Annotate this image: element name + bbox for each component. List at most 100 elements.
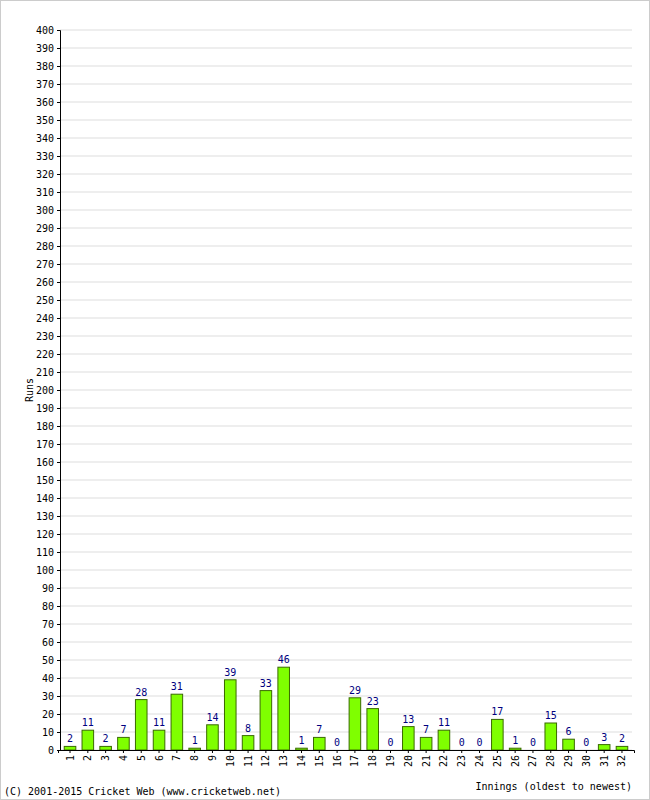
grid-line — [60, 444, 632, 445]
x-tick-mark — [176, 750, 177, 753]
bar — [296, 748, 308, 750]
y-tick-mark — [57, 264, 60, 265]
y-tick-label: 380 — [36, 61, 54, 72]
y-tick-label: 130 — [36, 511, 54, 522]
x-tick-mark — [372, 750, 373, 753]
x-tick: 13 — [278, 750, 289, 767]
x-tick-mark — [621, 750, 622, 753]
x-tick: 3 — [100, 750, 111, 761]
bar — [331, 750, 343, 751]
data-label: 0 — [530, 737, 536, 748]
bar — [456, 750, 468, 751]
data-label: 29 — [349, 685, 361, 696]
y-tick-label: 220 — [36, 349, 54, 360]
grid-line — [60, 318, 632, 319]
bar — [492, 719, 504, 750]
bar — [563, 739, 575, 750]
y-tick-label: 330 — [36, 151, 54, 162]
y-tick: 120 — [36, 529, 60, 540]
data-label: 6 — [566, 726, 572, 737]
y-tick-mark — [57, 480, 60, 481]
y-axis-line — [57, 31, 61, 751]
x-axis-line — [59, 751, 635, 754]
y-tick: 210 — [36, 367, 60, 378]
bar — [581, 750, 593, 751]
x-tick-label: 20 — [403, 755, 414, 767]
y-tick-mark — [57, 300, 60, 301]
y-tick-label: 180 — [36, 421, 54, 432]
data-label: 11 — [82, 717, 94, 728]
bar — [527, 750, 539, 751]
y-tick: 90 — [42, 583, 60, 594]
grid-line — [60, 408, 632, 409]
bar — [64, 746, 76, 750]
y-tick-mark — [57, 534, 60, 535]
y-tick: 10 — [42, 727, 60, 738]
x-tick: 19 — [385, 750, 396, 767]
y-tick-label: 320 — [36, 169, 54, 180]
y-tick-mark — [57, 624, 60, 625]
y-tick-label: 40 — [42, 673, 54, 684]
y-tick-label: 280 — [36, 241, 54, 252]
bar — [82, 730, 94, 750]
y-tick-mark — [57, 696, 60, 697]
grid-line — [60, 84, 632, 85]
y-tick-label: 260 — [36, 277, 54, 288]
data-label: 39 — [224, 667, 236, 678]
data-label: 46 — [278, 654, 290, 665]
data-label: 7 — [120, 724, 126, 735]
data-label: 0 — [334, 737, 340, 748]
x-tick-label: 26 — [510, 755, 521, 767]
grid-line — [60, 102, 632, 103]
y-tick-mark — [57, 642, 60, 643]
data-label: 11 — [153, 717, 165, 728]
grid-line — [60, 300, 632, 301]
bar — [100, 746, 112, 750]
y-tick-label: 160 — [36, 457, 54, 468]
y-tick-mark — [57, 48, 60, 49]
x-tick-label: 24 — [474, 755, 485, 767]
bar — [385, 750, 397, 751]
y-tick: 240 — [36, 313, 60, 324]
bar — [403, 727, 415, 750]
y-tick-label: 400 — [36, 25, 54, 36]
y-tick-mark — [57, 408, 60, 409]
y-tick: 370 — [36, 79, 60, 90]
y-tick-mark — [57, 120, 60, 121]
x-tick-label: 1 — [65, 755, 76, 761]
y-tick: 80 — [42, 601, 60, 612]
y-tick-label: 210 — [36, 367, 54, 378]
y-tick-label: 340 — [36, 133, 54, 144]
x-tick: 7 — [171, 750, 182, 761]
x-tick-mark — [390, 750, 391, 753]
y-tick-mark — [57, 228, 60, 229]
y-tick-mark — [57, 336, 60, 337]
y-tick: 380 — [36, 61, 60, 72]
data-label: 14 — [206, 712, 218, 723]
data-label: 23 — [367, 696, 379, 707]
bar — [189, 748, 201, 750]
x-tick-label: 14 — [296, 755, 307, 767]
grid-line — [60, 336, 632, 337]
x-tick-mark — [283, 750, 284, 753]
y-tick: 290 — [36, 223, 60, 234]
x-tick: 14 — [296, 750, 307, 767]
grid-line — [60, 390, 632, 391]
x-tick-label: 28 — [545, 755, 556, 767]
x-tick-label: 17 — [349, 755, 360, 767]
x-tick-mark — [301, 750, 302, 753]
x-tick: 1 — [65, 750, 76, 761]
x-tick-label: 18 — [367, 755, 378, 767]
x-tick-mark — [604, 750, 605, 753]
grid-line — [60, 156, 632, 157]
x-axis-title: Innings (oldest to newest) — [475, 781, 632, 792]
y-tick: 280 — [36, 241, 60, 252]
y-tick-mark — [57, 426, 60, 427]
y-tick-label: 150 — [36, 475, 54, 486]
x-tick-label: 3 — [100, 755, 111, 761]
data-label: 2 — [619, 733, 625, 744]
grid-line — [60, 426, 632, 427]
x-tick: 9 — [207, 750, 218, 761]
x-tick: 21 — [421, 750, 432, 767]
y-tick: 190 — [36, 403, 60, 414]
